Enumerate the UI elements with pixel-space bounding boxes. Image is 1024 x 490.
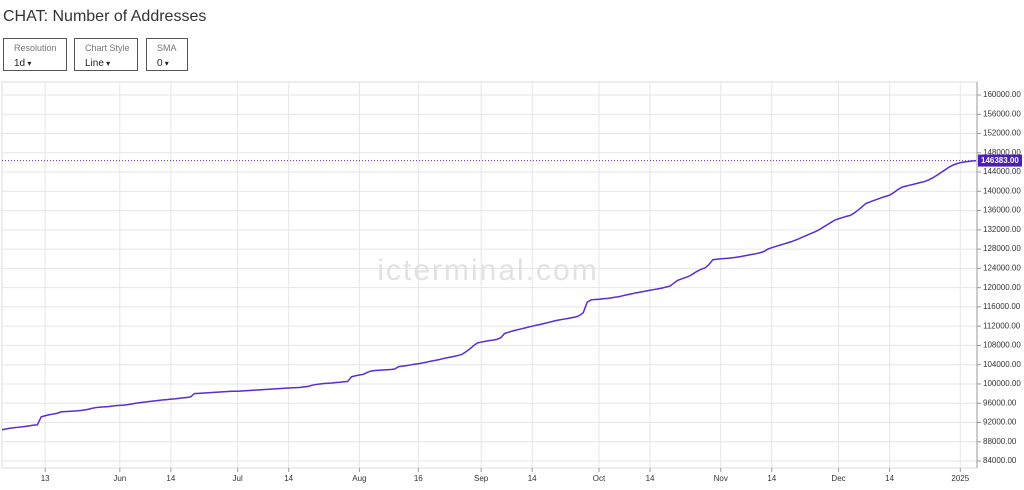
control-label: Resolution bbox=[14, 43, 57, 53]
y-tick-label: 100000.00 bbox=[983, 379, 1021, 388]
y-tick-label: 156000.00 bbox=[983, 109, 1021, 118]
y-tick-label: 112000.00 bbox=[983, 321, 1021, 330]
y-tick-label: 128000.00 bbox=[983, 244, 1021, 253]
last-value-label: 146383.00 bbox=[981, 156, 1019, 165]
x-tick-label: 13 bbox=[41, 474, 50, 483]
resolution-dropdown[interactable]: Resolution 1d bbox=[3, 38, 67, 71]
y-tick-label: 144000.00 bbox=[983, 167, 1021, 176]
y-tick-label: 120000.00 bbox=[983, 283, 1021, 292]
y-tick-label: 132000.00 bbox=[983, 225, 1021, 234]
last-value-box bbox=[978, 154, 1022, 167]
y-tick-label: 92000.00 bbox=[983, 418, 1017, 427]
x-tick-label: 14 bbox=[284, 474, 293, 483]
sma-dropdown[interactable]: SMA 0 bbox=[146, 38, 188, 71]
y-tick-label: 140000.00 bbox=[983, 186, 1021, 195]
y-tick-label: 104000.00 bbox=[983, 360, 1021, 369]
chart-title: CHAT: Number of Addresses bbox=[3, 8, 207, 25]
x-tick-label: Jun bbox=[113, 474, 126, 483]
x-tick-label: Dec bbox=[831, 474, 845, 483]
x-tick-label: Nov bbox=[714, 474, 728, 483]
x-tick-label: Jul bbox=[233, 474, 243, 483]
y-tick-label: 160000.00 bbox=[983, 90, 1021, 99]
x-tick-label: 16 bbox=[414, 474, 423, 483]
grid bbox=[2, 82, 977, 468]
line bbox=[1, 159, 977, 431]
x-tick-label: 14 bbox=[885, 474, 894, 483]
y-tick-label: 108000.00 bbox=[983, 341, 1021, 350]
chart-style-dropdown[interactable]: Chart Style Line bbox=[74, 38, 138, 71]
x-tick-label: Aug bbox=[352, 474, 366, 483]
watermark: icterminal.com bbox=[377, 254, 598, 287]
y-tick-label: 116000.00 bbox=[983, 302, 1021, 311]
y-tick-label: 152000.00 bbox=[983, 129, 1021, 138]
y-tick-label: 136000.00 bbox=[983, 206, 1021, 215]
control-label: Chart Style bbox=[85, 43, 130, 53]
y-tick-label: 148000.00 bbox=[983, 148, 1021, 157]
x-tick-label: 2025 bbox=[951, 474, 969, 483]
x-tick-label: Sep bbox=[474, 474, 489, 483]
x-tick-label: Oct bbox=[593, 474, 606, 483]
control-value: Line bbox=[85, 58, 110, 69]
x-tick-label: 14 bbox=[646, 474, 655, 483]
x-tick-label: 14 bbox=[166, 474, 175, 483]
y-tick-label: 124000.00 bbox=[983, 263, 1021, 272]
control-label: SMA bbox=[157, 43, 177, 53]
y-tick-label: 96000.00 bbox=[983, 398, 1017, 407]
y-tick-label: 88000.00 bbox=[983, 437, 1017, 446]
control-value: 1d bbox=[14, 58, 31, 69]
x-tick-label: 14 bbox=[528, 474, 537, 483]
y-tick-label: 84000.00 bbox=[983, 456, 1017, 465]
x-tick-label: 14 bbox=[767, 474, 776, 483]
control-value: 0 bbox=[157, 58, 169, 69]
